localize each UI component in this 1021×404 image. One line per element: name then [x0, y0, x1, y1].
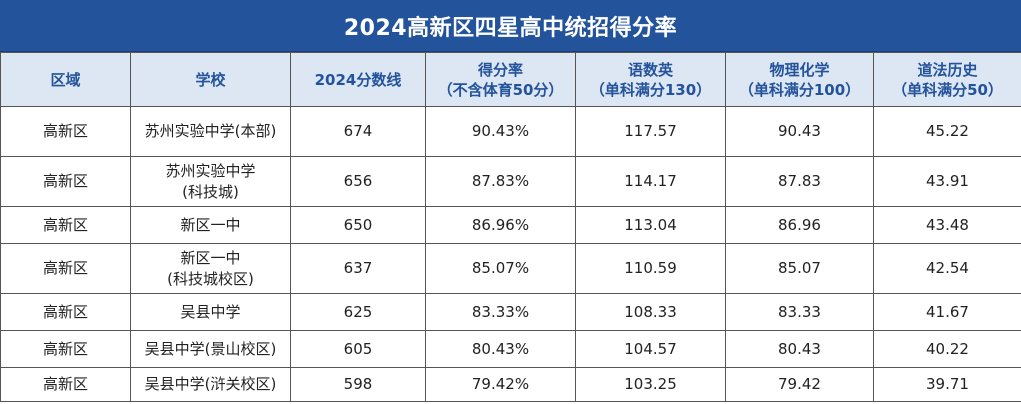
cell-cutoff: 625 — [290, 293, 426, 331]
cell-pc: 85.07 — [725, 243, 874, 294]
cell-cutoff: 656 — [290, 156, 426, 207]
cell-dh: 42.54 — [873, 243, 1021, 294]
cell-school: 吴县中学 — [130, 293, 291, 331]
header-sublabel: （单科满分100） — [738, 80, 861, 99]
cell-pc: 80.43 — [725, 330, 874, 368]
table-title: 2024高新区四星高中统招得分率 — [0, 0, 1021, 52]
cell-cutoff: 650 — [290, 206, 426, 244]
cell-region: 高新区 — [0, 106, 131, 157]
cell-cutoff: 674 — [290, 106, 426, 157]
school-name: 新区一中 — [180, 215, 241, 234]
header-label: 物理化学 — [769, 60, 830, 79]
cell-cme: 108.33 — [575, 293, 726, 331]
cell-rate: 80.43% — [425, 330, 576, 368]
table-row: 高新区 苏州实验中学(本部) 674 90.43% 117.57 90.43 4… — [0, 106, 1021, 157]
cell-school: 新区一中 — [130, 206, 291, 244]
cell-region: 高新区 — [0, 330, 131, 368]
header-school: 学校 — [130, 52, 291, 107]
cell-region: 高新区 — [0, 293, 131, 331]
school-name: 苏州实验中学 — [165, 161, 256, 180]
cell-pc: 79.42 — [725, 367, 874, 402]
cell-rate: 79.42% — [425, 367, 576, 402]
header-cutoff: 2024分数线 — [290, 52, 426, 107]
school-campus: (科技城校区) — [167, 269, 254, 288]
cell-rate: 87.83% — [425, 156, 576, 207]
cell-school: 吴县中学(浒关校区) — [130, 367, 291, 402]
cell-cutoff: 637 — [290, 243, 426, 294]
cell-cme: 104.57 — [575, 330, 726, 368]
cell-pc: 90.43 — [725, 106, 874, 157]
header-dh: 道法历史 （单科满分50） — [873, 52, 1021, 107]
school-campus: (科技城) — [182, 182, 239, 201]
header-label: 得分率 — [477, 60, 523, 79]
cell-cutoff: 605 — [290, 330, 426, 368]
header-sublabel: （单科满分50） — [892, 80, 1003, 99]
school-name: 吴县中学(浒关校区) — [144, 375, 277, 393]
school-name: 吴县中学 — [180, 302, 241, 321]
header-row: 区域 学校 2024分数线 得分率 （不含体育50分） 语数英 （单科满分130） … — [0, 52, 1021, 107]
cell-region: 高新区 — [0, 156, 131, 207]
cell-rate: 90.43% — [425, 106, 576, 157]
school-name: 吴县中学(景山校区) — [144, 339, 277, 358]
cell-dh: 40.22 — [873, 330, 1021, 368]
school-name: 新区一中 — [180, 248, 241, 267]
cell-dh: 43.48 — [873, 206, 1021, 244]
header-region: 区域 — [0, 52, 131, 107]
table-row: 高新区 吴县中学(浒关校区) 598 79.42% 103.25 79.42 3… — [0, 367, 1021, 402]
cell-pc: 86.96 — [725, 206, 874, 244]
header-label: 2024分数线 — [314, 70, 402, 89]
cell-cme: 114.17 — [575, 156, 726, 207]
header-cme: 语数英 （单科满分130） — [575, 52, 726, 107]
cell-dh: 45.22 — [873, 106, 1021, 157]
school-name: 苏州实验中学(本部) — [144, 122, 277, 140]
cell-cme: 103.25 — [575, 367, 726, 402]
cell-dh: 41.67 — [873, 293, 1021, 331]
header-label: 区域 — [50, 70, 81, 89]
table-row: 高新区 吴县中学 625 83.33% 108.33 83.33 41.67 — [0, 293, 1021, 331]
header-label: 道法历史 — [917, 60, 978, 79]
cell-cme: 110.59 — [575, 243, 726, 294]
cell-cme: 113.04 — [575, 206, 726, 244]
table-row: 高新区 新区一中 (科技城校区) 637 85.07% 110.59 85.07 … — [0, 243, 1021, 294]
header-rate: 得分率 （不含体育50分） — [425, 52, 576, 107]
cell-region: 高新区 — [0, 243, 131, 294]
cell-cutoff: 598 — [290, 367, 426, 402]
cell-rate: 86.96% — [425, 206, 576, 244]
table-row: 高新区 新区一中 650 86.96% 113.04 86.96 43.48 — [0, 206, 1021, 244]
header-label: 学校 — [195, 70, 226, 89]
cell-pc: 87.83 — [725, 156, 874, 207]
table-row: 高新区 苏州实验中学 (科技城) 656 87.83% 114.17 87.83 … — [0, 156, 1021, 207]
table-row: 高新区 吴县中学(景山校区) 605 80.43% 104.57 80.43 4… — [0, 330, 1021, 368]
header-label: 语数英 — [627, 60, 673, 79]
cell-region: 高新区 — [0, 206, 131, 244]
score-table: 区域 学校 2024分数线 得分率 （不含体育50分） 语数英 （单科满分130） … — [0, 52, 1021, 402]
cell-school: 苏州实验中学(本部) — [130, 106, 291, 157]
cell-dh: 39.71 — [873, 367, 1021, 402]
cell-region: 高新区 — [0, 367, 131, 402]
cell-pc: 83.33 — [725, 293, 874, 331]
cell-rate: 83.33% — [425, 293, 576, 331]
cell-school: 苏州实验中学 (科技城) — [130, 156, 291, 207]
header-sublabel: （单科满分130） — [589, 80, 712, 99]
cell-school: 吴县中学(景山校区) — [130, 330, 291, 368]
cell-school: 新区一中 (科技城校区) — [130, 243, 291, 294]
cell-cme: 117.57 — [575, 106, 726, 157]
header-pc: 物理化学 （单科满分100） — [725, 52, 874, 107]
header-sublabel: （不含体育50分） — [437, 80, 564, 99]
cell-rate: 85.07% — [425, 243, 576, 294]
cell-dh: 43.91 — [873, 156, 1021, 207]
